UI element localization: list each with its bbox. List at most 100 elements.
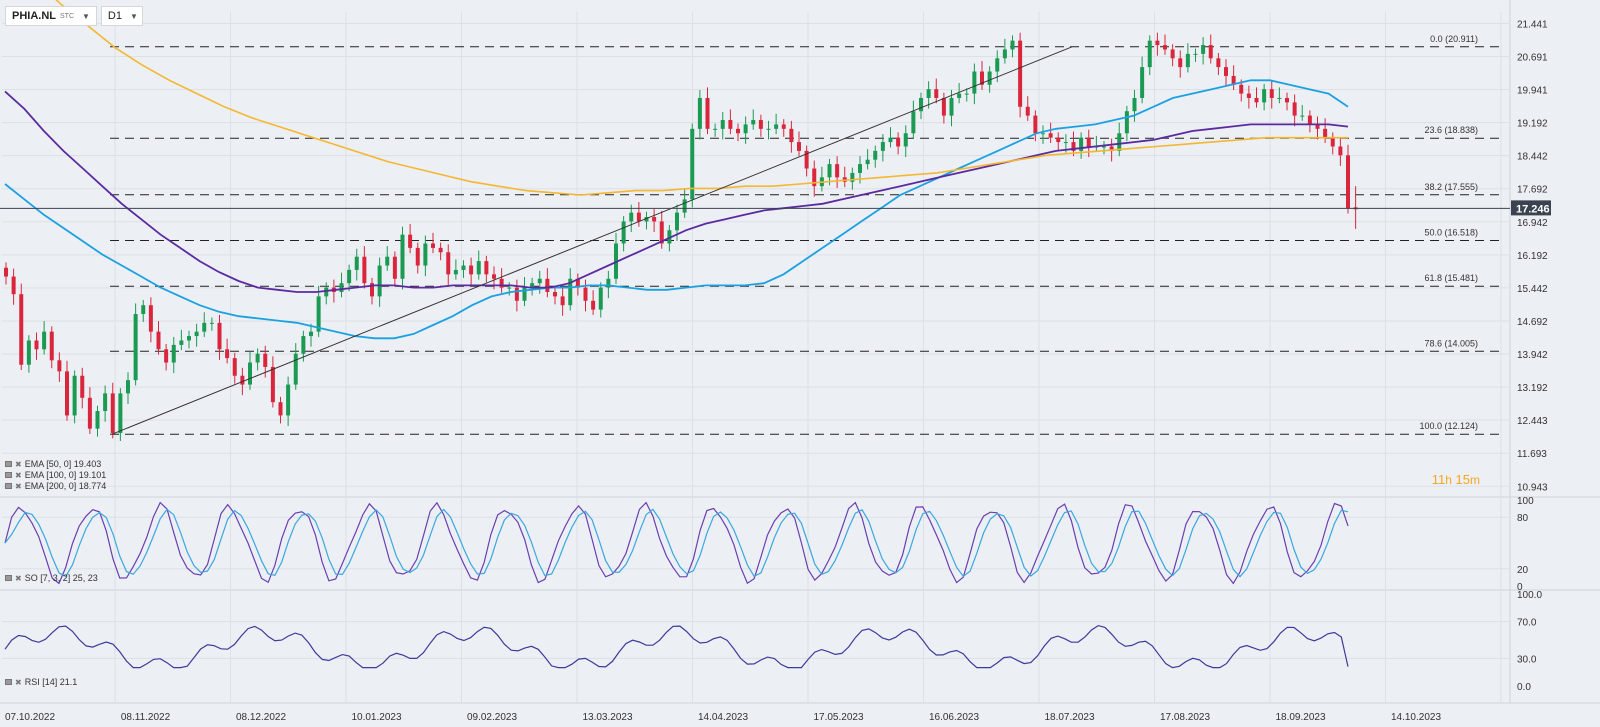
symbol-selector[interactable]: PHIA.NL STC ▼ [5,6,97,26]
legend-ema100[interactable]: ✖ EMA [100, 0] 19.101 [5,470,106,480]
rsi-tick-label: 70.0 [1517,618,1537,629]
candle-body [438,247,443,253]
candle-body [118,393,123,434]
candle-body [385,256,390,266]
date-tick-label: 13.03.2023 [582,712,632,723]
countdown-minutes-unit: m [1470,473,1480,487]
close-icon[interactable]: ✖ [15,573,22,583]
candle-body [522,287,527,301]
candle-body [926,89,931,98]
candle-body [1086,137,1091,147]
candle-body [736,128,740,134]
candle-body [934,89,939,98]
settings-icon[interactable] [5,461,12,467]
candle-body [316,296,321,332]
candle-body [400,234,405,279]
candle-body [133,314,138,381]
candle-body [156,331,161,350]
candle-body [301,336,306,354]
settings-icon[interactable] [5,472,12,478]
symbol-sub-label: STC [60,12,74,20]
legend-ema200-label: EMA [200, 0] 18.774 [24,481,107,491]
candle-body [1277,97,1282,99]
date-tick-label: 17.08.2023 [1160,712,1210,723]
countdown-hours: 11 [1431,472,1446,487]
candle-body [324,287,329,297]
candle-body [1208,45,1213,59]
candle-body [758,120,763,129]
candle-body [697,97,702,129]
settings-icon[interactable] [5,575,12,581]
candle-body [980,71,984,85]
candle-body [1170,49,1175,59]
candle-body [347,269,352,284]
candle-body [1193,53,1198,55]
candle-body [1292,102,1297,116]
candle-body [690,128,695,200]
candle-body [57,360,62,372]
candle-body [171,344,176,363]
legend-stochastic[interactable]: ✖ SO [7, 3, 2] 25, 23 [5,573,98,583]
candle-body [964,93,969,95]
candle-body [248,362,252,385]
legend-rsi[interactable]: ✖ RSI [14] 21.1 [5,677,77,687]
close-icon[interactable]: ✖ [15,459,22,469]
candle-body [1224,67,1228,76]
candle-body [873,150,878,160]
candle-body [1025,106,1030,116]
candlestick-series [4,32,1350,442]
candle-body [339,283,344,292]
settings-icon[interactable] [5,679,12,685]
candle-body [377,265,382,297]
close-icon[interactable]: ✖ [15,677,22,687]
candle-body [1300,115,1305,117]
legend-stochastic-label: SO [7, 3, 2] 25, 23 [24,573,98,583]
candle-body [217,322,222,350]
candle-body [713,128,718,130]
rsi-tick-label: 0.0 [1517,682,1531,693]
candle-body [148,305,153,332]
current-price-tag [1511,200,1551,216]
candle-body [850,172,855,182]
candle-body [774,124,779,129]
candle-body [26,340,31,365]
candle-body [720,120,725,129]
candle-body [1018,40,1023,107]
candle-body [797,142,801,151]
candle-body [370,283,374,297]
candle-body [804,150,809,169]
price-tick-label: 13.942 [1517,350,1548,361]
candle-body [461,265,466,270]
candle-body [87,397,92,429]
chevron-down-icon: ▼ [129,11,138,21]
candle-body [293,353,298,385]
candle-body [232,358,237,376]
candle-body [1109,146,1114,151]
candle-body [286,384,291,416]
timeframe-selector[interactable]: D1 ▼ [100,6,143,26]
stochastic-d-line [4,508,1349,578]
date-tick-label: 18.07.2023 [1044,712,1094,723]
candle-body [507,287,512,289]
candle-body [34,340,39,350]
settings-icon[interactable] [5,483,12,489]
candle-body [49,331,54,361]
date-tick-label: 17.05.2023 [813,712,863,723]
chevron-down-icon: ▼ [82,11,90,21]
legend-ema200[interactable]: ✖ EMA [200, 0] 18.774 [5,481,106,491]
stochastic-tick-label: 100 [1517,496,1534,507]
candle-body [1323,128,1328,138]
candle-body [354,256,359,270]
close-icon[interactable]: ✖ [15,470,22,480]
candle-body [209,322,214,324]
close-icon[interactable]: ✖ [15,481,22,491]
candle-body [530,283,535,288]
candle-body [1315,124,1320,129]
candle-body [126,380,130,394]
legend-ema50[interactable]: ✖ EMA [50, 0] 19.403 [5,459,101,469]
price-tick-label: 20.691 [1517,52,1548,63]
candle-body [553,291,557,297]
stochastic-tick-label: 0 [1517,582,1523,593]
chart-toolbar: PHIA.NL STC ▼ D1 ▼ [5,6,143,26]
